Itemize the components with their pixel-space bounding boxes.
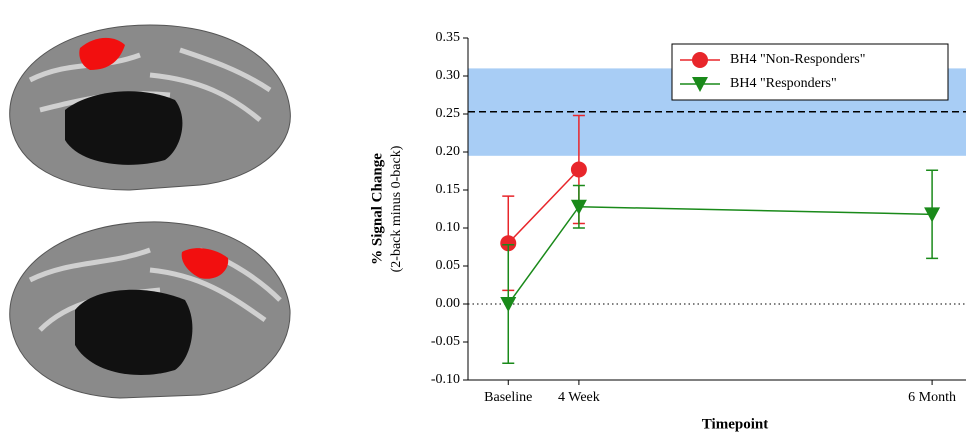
marker (570, 199, 587, 215)
y-tick-label: 0.30 (436, 68, 461, 83)
series-line (507, 205, 933, 305)
marker (692, 77, 708, 92)
y-tick-label: 0.05 (436, 258, 461, 273)
y-axis-subtitle: (2-back minus 0-back) (389, 145, 404, 272)
x-tick-label: Baseline (484, 390, 532, 405)
marker (500, 297, 517, 312)
marker (570, 161, 587, 178)
y-tick-label: 0.35 (436, 30, 461, 45)
legend-label: BH4 "Non-Responders" (730, 52, 865, 67)
y-tick-label: 0.25 (436, 106, 461, 121)
y-tick-label: 0.10 (436, 220, 461, 235)
y-tick-label: 0.00 (436, 296, 461, 311)
legend-box (671, 43, 949, 101)
y-tick-label: 0.20 (436, 144, 461, 159)
marker (924, 207, 941, 223)
legend-label: BH4 "Responders" (730, 76, 837, 91)
series-line (507, 168, 580, 244)
y-tick-label: -0.10 (431, 372, 460, 387)
x-tick-label: 4 Week (558, 390, 600, 405)
x-tick-label: 6 Month (908, 390, 956, 405)
marker (500, 235, 517, 252)
brain-bottom (9, 221, 291, 399)
y-tick-label: -0.05 (431, 334, 460, 349)
y-tick-label: 0.15 (436, 182, 461, 197)
brain-top (9, 24, 291, 191)
x-axis-title: Timepoint (702, 416, 768, 432)
marker (692, 52, 708, 68)
y-axis-title: % Signal Change (369, 153, 385, 265)
